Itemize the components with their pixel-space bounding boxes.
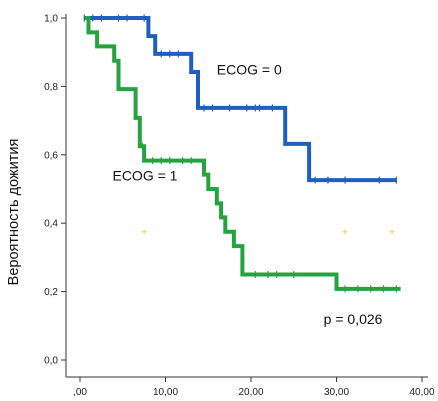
y-tick-label: 0,2: [44, 287, 58, 298]
y-tick-label: 0,6: [44, 150, 58, 161]
y-tick-label: 0,8: [44, 82, 58, 93]
series-ecog-1: [84, 16, 401, 291]
series-ecog-0: [84, 16, 397, 183]
y-tick-label: 1,0: [44, 14, 58, 25]
annotations: ECOG = 0 ECOG = 1 p = 0,026: [112, 61, 382, 327]
censor-marks: [83, 14, 397, 293]
axes: 0,0 0,2 0,4 0,6 0,8 1,0 ,00 10,00 20,00 30,00 40,0…: [44, 14, 435, 399]
series-lines: [84, 16, 401, 291]
label-ecog-1: ECOG = 1: [112, 167, 177, 183]
label-ecog-0: ECOG = 0: [217, 61, 282, 77]
x-tick-label: 10,00: [153, 387, 178, 398]
y-tick-label: 0,0: [44, 356, 58, 367]
x-tick-label: 30,00: [324, 387, 349, 398]
y-tick-label: 0,4: [44, 219, 58, 230]
x-tick-label: 20,00: [238, 387, 263, 398]
x-tick-label: ,00: [73, 387, 87, 398]
x-tick-label: 40,00: [409, 387, 434, 398]
p-value-label: p = 0,026: [324, 311, 383, 327]
y-axis-label: Вероятность дожития: [6, 139, 22, 286]
stray-marks: [141, 229, 395, 235]
